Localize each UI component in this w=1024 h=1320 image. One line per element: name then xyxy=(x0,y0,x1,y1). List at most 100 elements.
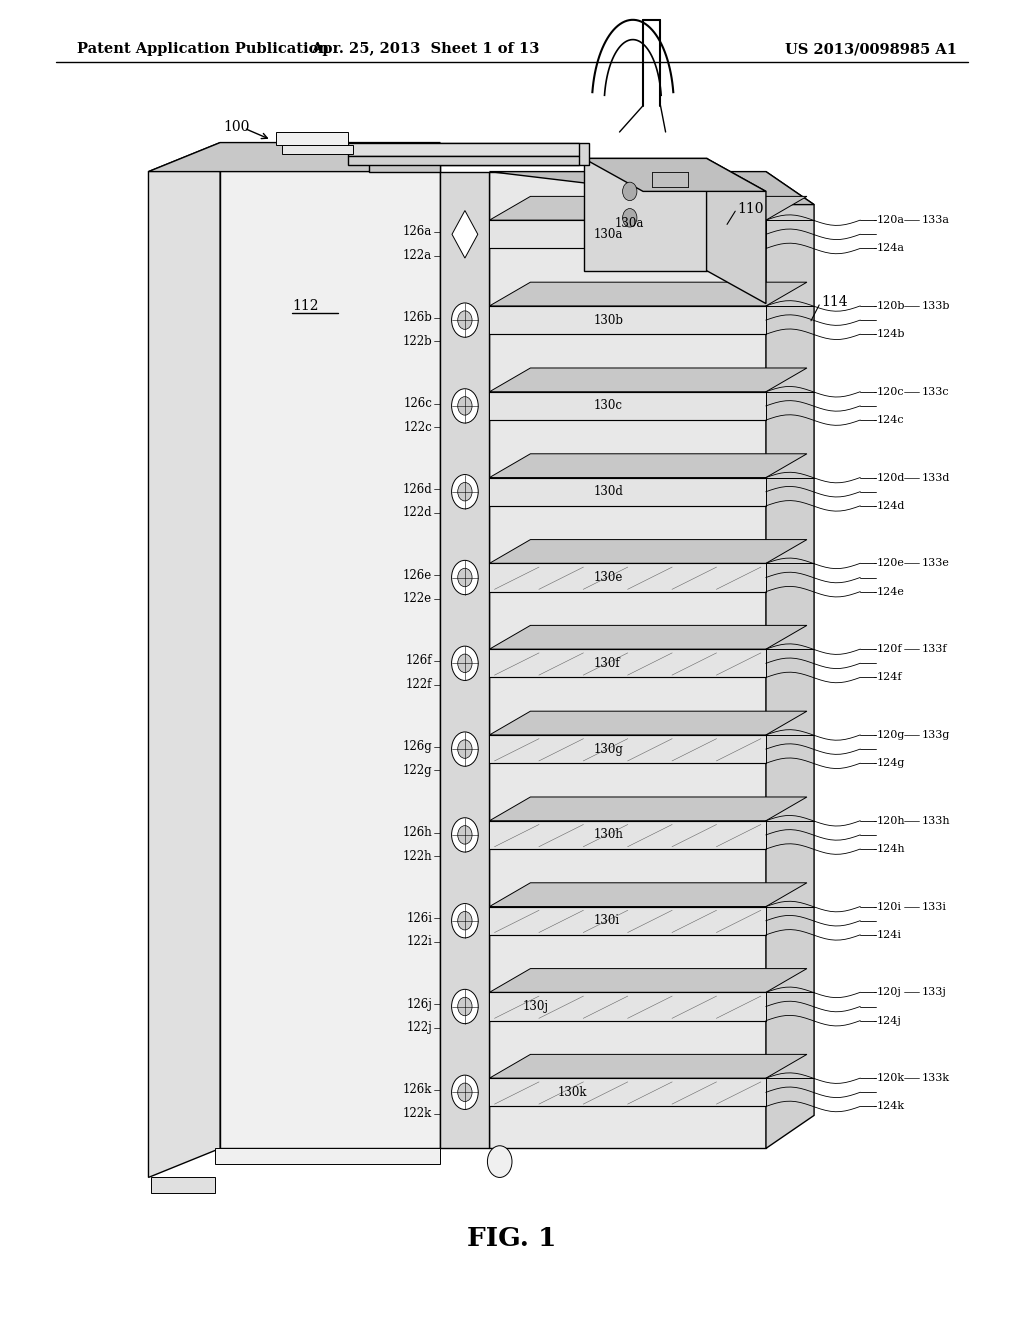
Text: 122j: 122j xyxy=(407,1022,432,1035)
Text: 126a: 126a xyxy=(402,226,432,239)
Polygon shape xyxy=(282,145,353,154)
Circle shape xyxy=(458,998,472,1016)
Circle shape xyxy=(452,903,478,937)
Text: 130h: 130h xyxy=(594,829,624,841)
Text: 120e: 120e xyxy=(877,558,904,569)
Text: US 2013/0098985 A1: US 2013/0098985 A1 xyxy=(785,42,957,57)
Circle shape xyxy=(458,483,472,502)
Text: 133c: 133c xyxy=(922,387,949,397)
Circle shape xyxy=(452,302,478,337)
Text: 124k: 124k xyxy=(877,1101,904,1111)
Text: 122b: 122b xyxy=(402,335,432,348)
Polygon shape xyxy=(707,158,766,304)
Text: 126f: 126f xyxy=(406,655,432,668)
Text: 126d: 126d xyxy=(402,483,432,496)
Text: 114: 114 xyxy=(821,296,848,309)
Polygon shape xyxy=(489,735,766,763)
Polygon shape xyxy=(489,392,766,420)
Text: 130f: 130f xyxy=(594,657,621,669)
Circle shape xyxy=(452,817,478,853)
Text: 124a: 124a xyxy=(877,243,904,253)
Polygon shape xyxy=(489,797,807,821)
Polygon shape xyxy=(452,210,478,259)
Text: 124i: 124i xyxy=(877,929,901,940)
Text: 130d: 130d xyxy=(594,486,624,498)
Text: 124j: 124j xyxy=(877,1015,901,1026)
Polygon shape xyxy=(489,626,807,649)
Polygon shape xyxy=(276,132,348,145)
Polygon shape xyxy=(489,172,766,1148)
Text: 126e: 126e xyxy=(402,569,432,582)
Text: 126c: 126c xyxy=(403,397,432,411)
Text: 130j: 130j xyxy=(522,1001,548,1012)
Polygon shape xyxy=(489,907,766,935)
Text: 130c: 130c xyxy=(594,400,623,412)
Text: 126j: 126j xyxy=(407,998,432,1011)
Circle shape xyxy=(458,739,472,758)
Polygon shape xyxy=(584,158,766,191)
Polygon shape xyxy=(489,649,766,677)
Text: 112: 112 xyxy=(292,300,318,313)
Text: 120f: 120f xyxy=(877,644,902,655)
Text: 130k: 130k xyxy=(558,1086,588,1098)
Text: 110: 110 xyxy=(737,202,764,215)
Circle shape xyxy=(458,653,472,672)
Polygon shape xyxy=(489,306,766,334)
Circle shape xyxy=(458,568,472,586)
Text: 130i: 130i xyxy=(594,915,621,927)
Circle shape xyxy=(458,911,472,929)
Text: 133e: 133e xyxy=(922,558,949,569)
Circle shape xyxy=(623,209,637,227)
Polygon shape xyxy=(489,1078,766,1106)
Polygon shape xyxy=(489,993,766,1020)
Text: 124e: 124e xyxy=(877,586,904,597)
Circle shape xyxy=(452,1074,478,1109)
Text: 122g: 122g xyxy=(402,764,432,777)
Text: Apr. 25, 2013  Sheet 1 of 13: Apr. 25, 2013 Sheet 1 of 13 xyxy=(310,42,540,57)
Text: 133f: 133f xyxy=(922,644,947,655)
Circle shape xyxy=(452,990,478,1024)
Polygon shape xyxy=(489,454,807,478)
Text: 120a: 120a xyxy=(877,215,904,226)
Text: 130a: 130a xyxy=(614,218,644,230)
Polygon shape xyxy=(440,172,489,1148)
Text: 126g: 126g xyxy=(402,741,432,754)
Polygon shape xyxy=(489,220,766,248)
Text: 122h: 122h xyxy=(402,850,432,863)
Polygon shape xyxy=(215,1148,440,1164)
Polygon shape xyxy=(440,143,589,165)
Text: 122i: 122i xyxy=(407,936,432,949)
Text: 126k: 126k xyxy=(402,1084,432,1097)
Polygon shape xyxy=(489,540,807,564)
Text: 122c: 122c xyxy=(403,421,432,434)
Text: 120h: 120h xyxy=(877,816,905,826)
Polygon shape xyxy=(369,143,440,172)
Polygon shape xyxy=(220,143,440,1148)
Text: 126i: 126i xyxy=(407,912,432,925)
Polygon shape xyxy=(489,969,807,993)
Text: 133k: 133k xyxy=(922,1073,949,1084)
Polygon shape xyxy=(584,158,707,271)
Text: 124b: 124b xyxy=(877,329,905,339)
Text: 133g: 133g xyxy=(922,730,950,741)
Polygon shape xyxy=(489,711,807,735)
Polygon shape xyxy=(489,564,766,591)
Polygon shape xyxy=(489,368,807,392)
Text: 133h: 133h xyxy=(922,816,950,826)
Polygon shape xyxy=(766,172,814,1148)
Text: 130a: 130a xyxy=(594,228,624,240)
Text: 120c: 120c xyxy=(877,387,904,397)
Text: 120g: 120g xyxy=(877,730,905,741)
Polygon shape xyxy=(489,821,766,849)
Text: 120k: 120k xyxy=(877,1073,904,1084)
Text: 120d: 120d xyxy=(877,473,905,483)
Text: 122k: 122k xyxy=(402,1107,432,1121)
Text: 124f: 124f xyxy=(877,672,902,682)
Text: FIG. 1: FIG. 1 xyxy=(467,1226,557,1250)
Polygon shape xyxy=(148,143,220,1177)
Text: 130g: 130g xyxy=(594,743,624,755)
Text: 133j: 133j xyxy=(922,987,946,998)
Polygon shape xyxy=(489,478,766,506)
Polygon shape xyxy=(148,143,440,172)
Text: 130b: 130b xyxy=(594,314,624,326)
